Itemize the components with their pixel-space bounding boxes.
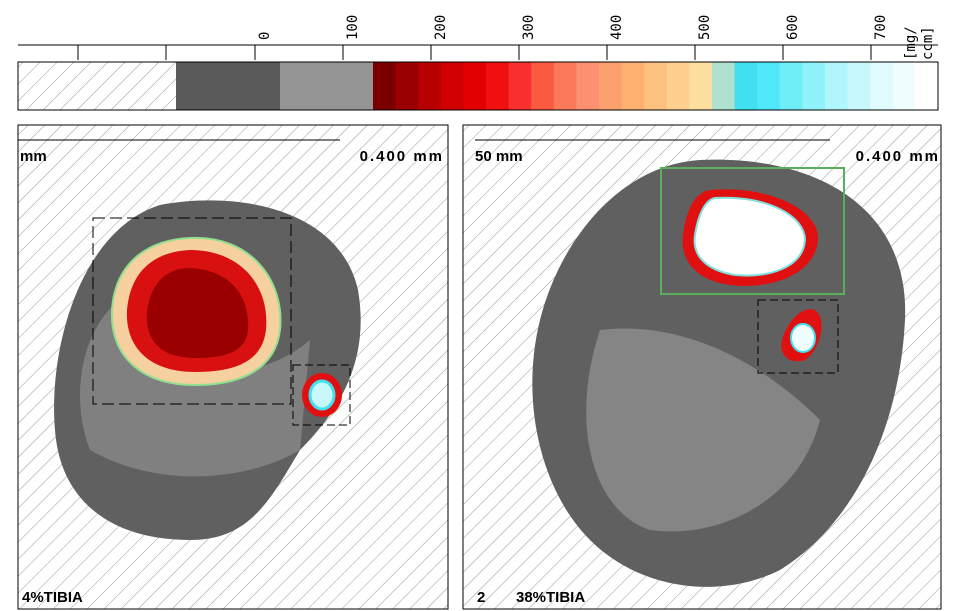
colorbar-segment (893, 62, 916, 110)
colorbar-segment (576, 62, 599, 110)
colorbar-segment (486, 62, 509, 110)
colorbar-segment (689, 62, 712, 110)
colorbar-segment (848, 62, 871, 110)
colorbar-label: 200 (433, 15, 449, 40)
colorbar-label: 300 (521, 15, 537, 40)
scale-label: mm (20, 148, 47, 165)
colorbar-label: 600 (785, 15, 801, 40)
colorbar-segment (644, 62, 667, 110)
colorbar-label: 0 (257, 32, 273, 40)
unit-label: [mg/ (903, 26, 919, 60)
caption: 38%TIBIA (516, 589, 585, 606)
colorbar-segment (531, 62, 554, 110)
colorbar-segment (712, 62, 735, 110)
panel-number: 2 (477, 589, 485, 606)
panel-right (463, 125, 941, 609)
colorbar-label: 700 (873, 15, 889, 40)
colorbar-segment (463, 62, 486, 110)
colorbar-segment (825, 62, 848, 110)
colorbar-segment (735, 62, 758, 110)
colorbar-label: 500 (697, 15, 713, 40)
colorbar-segment (373, 62, 396, 110)
colorbar-segment (599, 62, 622, 110)
colorbar-segment (667, 62, 690, 110)
unit-label: ccm] (920, 26, 936, 60)
colorbar-segment (418, 62, 441, 110)
colorbar-label: 100 (345, 15, 361, 40)
colorbar-label: 400 (609, 15, 625, 40)
colorbar-segment (509, 62, 532, 110)
colorbar-segment (780, 62, 803, 110)
colorbar-segment (396, 62, 419, 110)
colorbar-segment (757, 62, 780, 110)
scale-label: 0.400 mm (360, 148, 444, 165)
screen: [mg/ ccm] mm 0.400 mm 4%TIBIA 50 mm 0.40… (0, 0, 953, 611)
colorbar-segment (441, 62, 464, 110)
colorbar-background (18, 62, 176, 110)
colorbar-segment (622, 62, 645, 110)
colorbar-segment (802, 62, 825, 110)
scale-label: 50 mm (475, 148, 523, 165)
colorbar-segment (554, 62, 577, 110)
panel-left (18, 125, 448, 609)
colorbar-segment (915, 62, 938, 110)
caption: 4%TIBIA (22, 589, 83, 606)
colorbar-dark (176, 62, 280, 110)
colorbar-segment (870, 62, 893, 110)
scale-label: 0.400 mm (856, 148, 940, 165)
colorbar-gray (280, 62, 373, 110)
